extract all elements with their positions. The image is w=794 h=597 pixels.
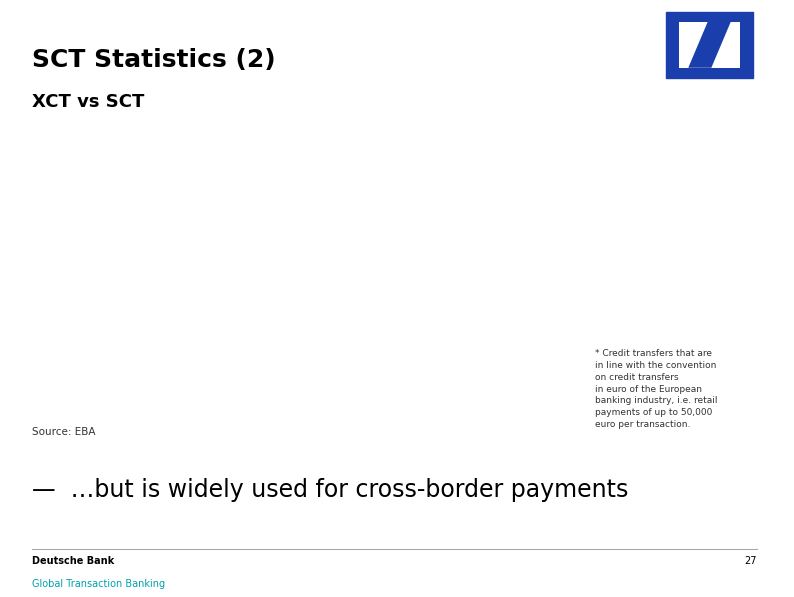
Text: Global Transaction Banking: Global Transaction Banking bbox=[32, 579, 164, 589]
Text: Source: EBA: Source: EBA bbox=[32, 427, 95, 437]
Text: 27: 27 bbox=[744, 556, 757, 567]
Text: XCT vs SCT: XCT vs SCT bbox=[32, 93, 144, 110]
Text: * Credit transfers that are
in line with the convention
on credit transfers
in e: * Credit transfers that are in line with… bbox=[596, 349, 718, 429]
FancyBboxPatch shape bbox=[666, 12, 753, 78]
Text: SCT Statistics (2): SCT Statistics (2) bbox=[32, 48, 276, 72]
Polygon shape bbox=[688, 22, 730, 68]
FancyBboxPatch shape bbox=[679, 22, 740, 68]
Text: —  …but is widely used for cross-border payments: — …but is widely used for cross-border p… bbox=[32, 478, 628, 501]
Text: Deutsche Bank: Deutsche Bank bbox=[32, 556, 114, 567]
